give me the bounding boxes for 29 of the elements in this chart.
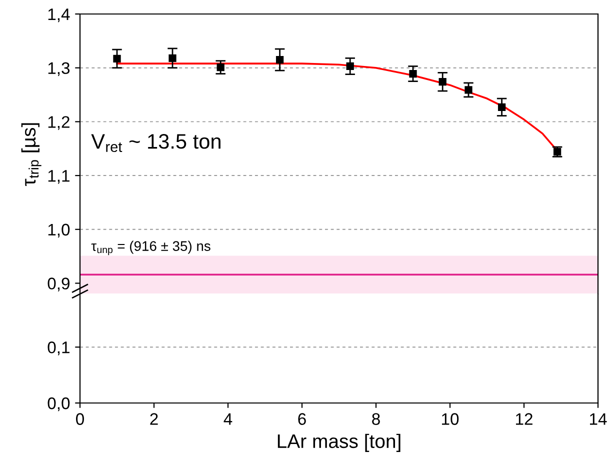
- point: [276, 56, 284, 64]
- y-tick-label: 1,2: [48, 116, 70, 130]
- y-tick-label: 0,1: [48, 342, 70, 356]
- y-tick-label: 0,9: [48, 278, 70, 292]
- annotation: V$_{ret}$ ~ 13.5 ton: [91, 134, 220, 152]
- annotation: τ$_{unp}$ = (916 ± 35) ns: [91, 240, 210, 256]
- y-tick-label: 1,3: [48, 62, 70, 76]
- y-axis-title: τ$_{trip}$ [µs]: [21, 123, 42, 186]
- point: [168, 54, 176, 62]
- y-tick-label: 0,0: [48, 397, 70, 412]
- x-tick-label: 2: [150, 413, 158, 425]
- point: [409, 70, 417, 78]
- x-tick-label: 8: [372, 413, 380, 425]
- point: [438, 78, 446, 86]
- y-tick-label: 1,0: [48, 224, 70, 238]
- point: [464, 86, 472, 94]
- x-tick-label: 12: [516, 413, 532, 425]
- x-tick-label: 4: [224, 413, 232, 425]
- point: [498, 103, 506, 111]
- y-tick-label: 1,4: [48, 8, 70, 22]
- point: [113, 54, 121, 63]
- point: [346, 62, 354, 70]
- x-tick-label: 10: [442, 413, 459, 425]
- x-tick-label: 14: [590, 413, 607, 425]
- point: [216, 63, 224, 72]
- x-axis-title: LAr mass [ton]: [278, 434, 400, 452]
- x-tick-label: 0: [76, 413, 84, 425]
- x-tick-label: 6: [298, 413, 306, 425]
- y-tick-label: 1,1: [48, 170, 70, 184]
